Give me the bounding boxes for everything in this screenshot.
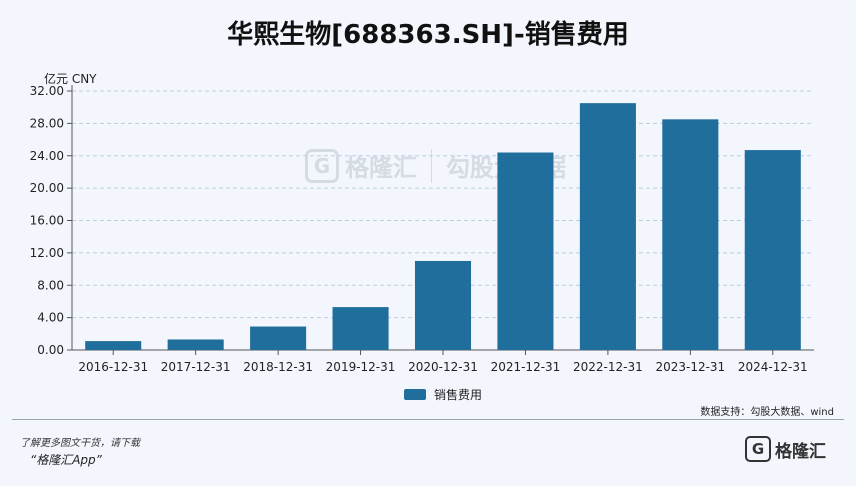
x-tick-label: 2024-12-31 <box>738 360 808 374</box>
x-tick-label: 2018-12-31 <box>243 360 313 374</box>
y-tick-label: 12.00 <box>30 246 64 260</box>
logo-g-icon: G <box>745 436 771 462</box>
bar <box>579 103 636 350</box>
bar <box>497 152 554 350</box>
legend-swatch <box>404 389 426 400</box>
y-tick-label: 24.00 <box>30 149 64 163</box>
bar <box>332 307 389 350</box>
y-tick-label: 16.00 <box>30 214 64 228</box>
x-tick-label: 2016-12-31 <box>78 360 148 374</box>
bar <box>414 260 472 350</box>
x-tick-label: 2017-12-31 <box>161 360 231 374</box>
x-tick-label: 2020-12-31 <box>408 360 478 374</box>
bar <box>250 326 307 350</box>
bar <box>85 341 142 350</box>
watermark-brand: 格隆汇 <box>345 154 417 182</box>
watermark-separator <box>431 148 432 183</box>
footer-divider <box>12 419 844 420</box>
x-tick-label: 2019-12-31 <box>326 360 396 374</box>
x-tick-label: 2022-12-31 <box>573 360 643 374</box>
y-tick-label: 32.00 <box>30 84 64 98</box>
footer-logo: G 格隆汇 <box>745 436 826 462</box>
y-tick-label: 28.00 <box>30 116 64 130</box>
footer-app-name: “格隆汇App” <box>30 453 102 467</box>
footer-logo-text: 格隆汇 <box>775 441 826 462</box>
legend: 销售费用 <box>404 386 482 403</box>
y-axis-unit: 亿元 CNY <box>44 72 97 86</box>
y-tick-label: 20.00 <box>30 181 64 195</box>
y-tick-label: 0.00 <box>37 343 64 357</box>
bar <box>167 339 224 350</box>
data-source: 数据支持：勾股大数据、wind <box>700 407 834 418</box>
bar <box>662 119 719 350</box>
x-tick-label: 2021-12-31 <box>491 360 561 374</box>
legend-label: 销售费用 <box>434 388 483 402</box>
chart-title: 华熙生物[688363.SH]-销售费用 <box>227 20 629 50</box>
y-tick-label: 4.00 <box>37 311 64 325</box>
footer-promo-text: 了解更多图文干货，请下载 <box>20 438 140 449</box>
x-tick-label: 2023-12-31 <box>655 360 725 374</box>
watermark-logo-icon: G <box>305 148 339 183</box>
y-tick-label: 8.00 <box>37 278 64 292</box>
bar <box>744 150 801 350</box>
